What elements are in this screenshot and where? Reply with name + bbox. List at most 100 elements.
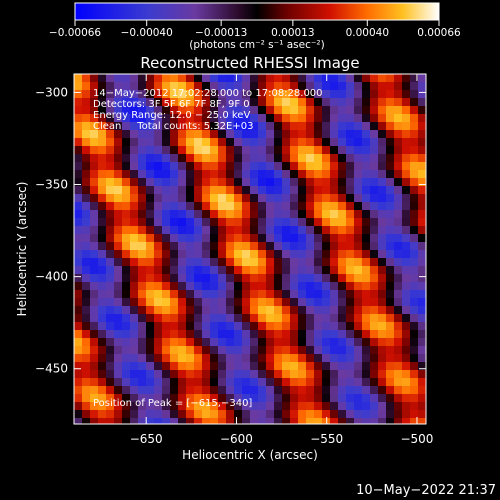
- heatmap-cell: [130, 130, 139, 139]
- heatmap-cell: [338, 162, 347, 171]
- heatmap-cell: [354, 250, 363, 259]
- heatmap-cell: [194, 402, 203, 411]
- heatmap-cell: [162, 418, 171, 424]
- colorbar: −0.00066 −0.00040 −0.00013 0.00013 0.00040 0.…: [49, 2, 461, 51]
- heatmap-cell: [226, 162, 235, 171]
- heatmap-cell: [82, 114, 91, 123]
- heatmap-cell: [378, 338, 387, 347]
- heatmap-cell: [274, 98, 283, 107]
- heatmap-cell: [370, 250, 379, 259]
- heatmap-cell: [338, 282, 347, 291]
- heatmap-cell: [234, 210, 243, 219]
- heatmap-cell: [226, 98, 235, 107]
- heatmap-cell: [98, 330, 107, 339]
- heatmap-cell: [402, 234, 411, 243]
- heatmap-cell: [114, 410, 123, 419]
- heatmap-cell: [146, 90, 155, 99]
- heatmap-cell: [178, 146, 187, 155]
- heatmap-cell: [242, 82, 251, 91]
- heatmap-cell: [74, 122, 83, 131]
- heatmap-cell: [274, 370, 283, 379]
- x-axis: −650 −600 −550 −500: [130, 74, 433, 446]
- heatmap-cell: [202, 186, 211, 195]
- heatmap-cell: [170, 306, 179, 315]
- heatmap-cell: [242, 162, 251, 171]
- heatmap-cell: [186, 418, 195, 424]
- heatmap-cell: [378, 210, 387, 219]
- heatmap-cell: [122, 258, 131, 267]
- heatmap-cell: [114, 106, 123, 115]
- heatmap-cell: [226, 258, 235, 267]
- heatmap-cell: [186, 314, 195, 323]
- heatmap-cell: [274, 226, 283, 235]
- heatmap-cell: [282, 258, 291, 267]
- heatmap-cell: [226, 370, 235, 379]
- heatmap-cell: [258, 130, 267, 139]
- y-axis-label: Heliocentric Y (arcsec): [15, 182, 29, 317]
- colorbar-tick-label: 0.00040: [346, 27, 389, 39]
- heatmap-cell: [218, 322, 227, 331]
- heatmap-cell: [370, 242, 379, 251]
- heatmap-cell: [274, 234, 283, 243]
- heatmap-cell: [290, 146, 299, 155]
- heatmap-cell: [394, 82, 403, 91]
- heatmap-cell: [402, 90, 411, 99]
- heatmap-cell: [82, 362, 91, 371]
- heatmap-cell: [370, 130, 379, 139]
- heatmap-cell: [130, 250, 139, 259]
- heatmap-cell: [378, 330, 387, 339]
- heatmap-cell: [322, 282, 331, 291]
- heatmap-cell: [178, 290, 187, 299]
- heatmap-cell: [210, 290, 219, 299]
- heatmap-cell: [162, 162, 171, 171]
- heatmap-cell: [242, 282, 251, 291]
- heatmap-cell: [362, 242, 371, 251]
- heatmap-cell: [178, 298, 187, 307]
- heatmap-cell: [266, 386, 275, 395]
- heatmap-cell: [90, 122, 99, 131]
- heatmap-cell: [330, 122, 339, 131]
- heatmap-cell: [162, 370, 171, 379]
- heatmap-cell: [354, 346, 363, 355]
- heatmap-cell: [394, 298, 403, 307]
- heatmap-cell: [338, 322, 347, 331]
- heatmap-cell: [178, 330, 187, 339]
- heatmap-cell: [378, 274, 387, 283]
- heatmap-cell: [194, 170, 203, 179]
- heatmap-cell: [314, 146, 323, 155]
- heatmap-cell: [130, 258, 139, 267]
- heatmap-cell: [274, 282, 283, 291]
- heatmap-cell: [122, 138, 131, 147]
- heatmap-cell: [162, 266, 171, 275]
- heatmap-cell: [130, 178, 139, 187]
- heatmap-cell: [258, 170, 267, 179]
- heatmap-cell: [306, 74, 315, 83]
- heatmap-cell: [74, 98, 83, 107]
- heatmap-cell: [154, 114, 163, 123]
- heatmap-cell: [186, 338, 195, 347]
- heatmap-cell: [186, 178, 195, 187]
- heatmap-cell: [410, 202, 419, 211]
- heatmap-cell: [218, 226, 227, 235]
- heatmap-cell: [402, 130, 411, 139]
- heatmap-cell: [258, 354, 267, 363]
- heatmap-cell: [370, 354, 379, 363]
- heatmap-cell: [330, 266, 339, 275]
- heatmap-cell: [194, 186, 203, 195]
- heatmap-cell: [322, 354, 331, 363]
- heatmap-cell: [218, 402, 227, 411]
- heatmap-cell: [346, 178, 355, 187]
- heatmap-cell: [226, 210, 235, 219]
- heatmap-cell: [210, 346, 219, 355]
- heatmap-cell: [74, 170, 83, 179]
- heatmap-cell: [362, 274, 371, 283]
- heatmap-cell: [338, 210, 347, 219]
- heatmap-cell: [394, 386, 403, 395]
- heatmap-cell: [250, 218, 259, 227]
- heatmap-cell: [386, 362, 395, 371]
- heatmap-cell: [386, 346, 395, 355]
- heatmap-cell: [410, 362, 419, 371]
- heatmap-cell: [410, 370, 419, 379]
- heatmap-cell: [290, 170, 299, 179]
- heatmap-cell: [314, 226, 323, 235]
